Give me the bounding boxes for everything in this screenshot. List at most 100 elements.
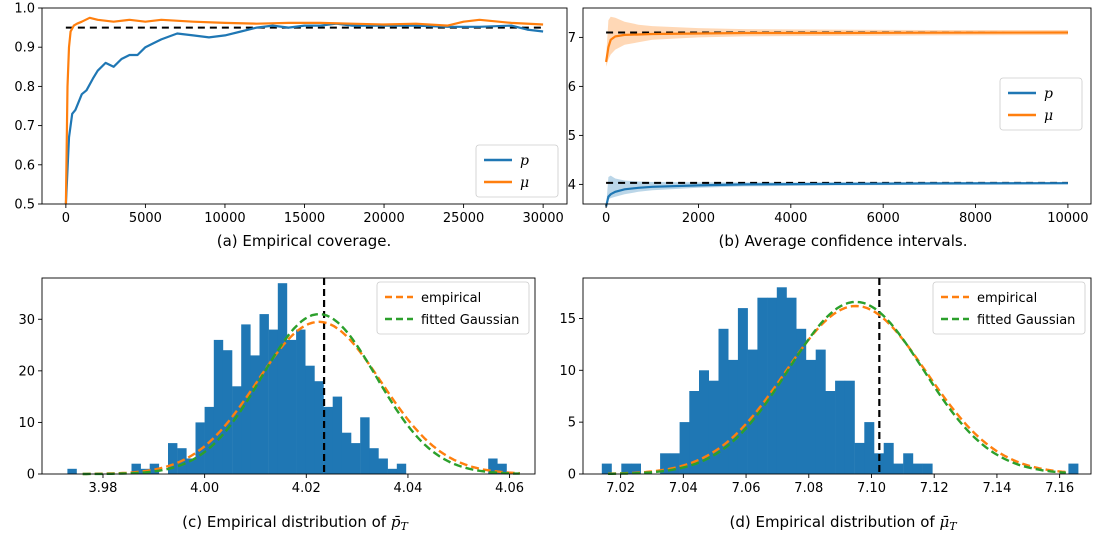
histogram-bar-d — [874, 453, 884, 474]
histogram-bar-c — [287, 339, 297, 474]
legend-label-b: p — [1044, 86, 1053, 102]
histogram-bar-c — [259, 314, 269, 474]
legend-d — [932, 281, 1086, 335]
x-tick-label-c: 3.98 — [89, 481, 118, 496]
histogram-bar-d — [844, 380, 855, 474]
x-tick-label-a: 15000 — [284, 211, 325, 226]
histogram-bar-d — [728, 359, 739, 474]
y-tick-label-c: 10 — [18, 416, 35, 431]
y-tick-label-b: 7 — [568, 31, 576, 46]
histogram-bar-c — [497, 463, 507, 474]
x-tick-label-b: 10000 — [1047, 211, 1088, 226]
y-tick-label-d: 0 — [568, 468, 576, 483]
confidence-band-b-orange — [606, 16, 1068, 67]
histogram-bar-d — [854, 442, 865, 474]
histogram-bar-d — [679, 422, 690, 474]
x-tick-label-d: 7.10 — [857, 481, 886, 496]
x-tick-label-a: 30000 — [522, 211, 563, 226]
histogram-bar-d — [631, 463, 641, 474]
x-tick-label-a: 10000 — [204, 211, 245, 226]
y-tick-label-c: 0 — [27, 468, 35, 483]
histogram-bar-d — [786, 297, 797, 474]
legend-c — [376, 281, 530, 335]
y-tick-label-a: 0.8 — [14, 80, 35, 95]
histogram-bar-d — [922, 463, 933, 474]
histogram-bar-d — [621, 463, 632, 474]
series-line-a-orange — [64, 16, 544, 205]
density-curve-c-green — [82, 312, 520, 476]
histogram-bar-c — [351, 443, 361, 474]
legend-label-d: fitted Gaussian — [977, 313, 1075, 328]
histogram-bar-c — [323, 406, 333, 474]
histogram-bar-c — [277, 283, 288, 474]
histogram-bar-c — [332, 396, 343, 474]
x-tick-label-b: 6000 — [867, 211, 900, 226]
x-tick-label-b: 4000 — [774, 211, 807, 226]
histogram-bar-d — [767, 297, 778, 474]
x-tick-label-c: 4.02 — [292, 481, 321, 496]
histogram-bar-d — [835, 380, 846, 474]
x-tick-label-b: 2000 — [682, 211, 715, 226]
caption-d: (d) Empirical distribution of μ̄T — [729, 513, 958, 533]
histogram-bar-c — [305, 365, 315, 474]
histogram-bar-d — [747, 349, 758, 474]
histogram-bar-d — [737, 308, 748, 474]
histogram-bar-d — [601, 463, 612, 474]
x-tick-label-d: 7.12 — [920, 481, 949, 496]
histogram-bar-d — [883, 442, 894, 474]
x-tick-label-d: 7.08 — [794, 481, 823, 496]
x-tick-label-d: 7.16 — [1045, 481, 1074, 496]
histogram-bar-d — [718, 328, 729, 474]
panel-a-coverage: 0 5000 10000 15000 20000 25000 30000 0.5 0.6 0.7 0… — [14, 2, 568, 226]
x-tick-label-b: 0 — [602, 211, 610, 226]
legend-label-a: p — [520, 153, 529, 169]
y-tick-label-d: 15 — [559, 312, 576, 327]
histogram-bar-c — [232, 386, 242, 474]
y-tick-label-c: 20 — [18, 364, 35, 379]
legend-label-b: μ — [1044, 108, 1053, 124]
caption-d-sub: T — [949, 520, 958, 533]
series-line-a-blue — [64, 22, 544, 205]
histogram-bar-d — [806, 359, 816, 474]
y-tick-label-d: 10 — [559, 364, 576, 379]
caption-b: (b) Average confidence intervals. — [718, 232, 967, 250]
legend-label-c: empirical — [421, 291, 481, 306]
panel-b-confidence-intervals: 0 2000 4000 6000 8000 10000 4 5 6 7 pμ — [568, 7, 1092, 226]
x-tick-label-d: 7.14 — [982, 481, 1011, 496]
y-tick-label-b: 6 — [568, 80, 576, 95]
histogram-bar-c — [168, 443, 178, 474]
histogram-bar-c — [396, 463, 407, 474]
density-curve-d-orange — [608, 304, 1066, 475]
histogram-bar-c — [369, 448, 379, 474]
x-tick-label-c: 4.04 — [393, 481, 422, 496]
x-tick-label-a: 25000 — [443, 211, 484, 226]
histogram-bar-d — [689, 391, 700, 474]
legend-label-d: empirical — [977, 291, 1037, 306]
y-tick-label-a: 0.9 — [14, 41, 35, 56]
histogram-bar-c — [186, 458, 196, 474]
histogram-bar-d — [1068, 463, 1079, 474]
axes-frame-c — [41, 277, 536, 475]
series-line-b-blue — [605, 182, 1068, 207]
axes-frame-b — [582, 7, 1092, 205]
y-tick-label-a: 0.7 — [14, 119, 35, 134]
y-tick-label-a: 0.6 — [14, 158, 35, 173]
histogram-bar-d — [903, 453, 914, 474]
histogram-bar-c — [296, 329, 306, 474]
confidence-band-b-blue — [606, 175, 1068, 207]
histogram-bar-c — [241, 324, 251, 474]
caption-c: (c) Empirical distribution of p̄T — [182, 513, 409, 533]
y-tick-label-b: 5 — [568, 129, 576, 144]
histogram-bar-d — [796, 328, 807, 474]
panel-c-distribution-p: 3.98 4.00 4.02 4.04 4.06 0 10 20 30 empirical fitt… — [18, 277, 536, 496]
histogram-bar-c — [250, 355, 260, 474]
caption-c-sub: T — [400, 520, 409, 533]
histogram-bar-d — [815, 349, 826, 474]
histogram-bar-d — [669, 453, 680, 474]
histogram-bar-c — [204, 406, 214, 474]
y-tick-label-d: 5 — [568, 416, 576, 431]
histogram-bar-c — [67, 468, 77, 474]
panel-d-distribution-mu: 7.02 7.04 7.06 7.08 7.10 7.12 7.14 7.16 0 5 10 15 em… — [559, 277, 1092, 496]
caption-a: (a) Empirical coverage. — [217, 232, 392, 250]
